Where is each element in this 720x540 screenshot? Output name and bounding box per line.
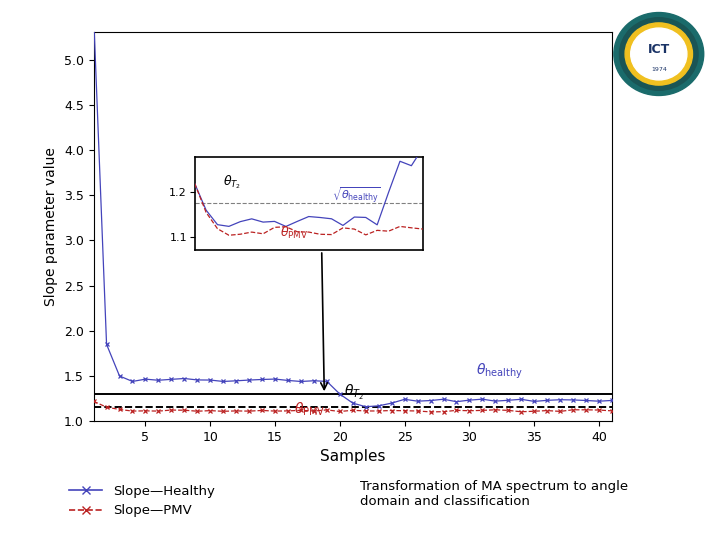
Circle shape [614,12,703,96]
Text: 1974: 1974 [651,67,667,72]
Legend: Slope—Healthy, Slope—PMV: Slope—Healthy, Slope—PMV [64,480,220,523]
Text: $\theta_{T_2}$: $\theta_{T_2}$ [343,383,364,402]
Circle shape [619,18,698,90]
Text: Transformation of MA spectrum to angle
domain and classification: Transformation of MA spectrum to angle d… [360,480,628,508]
Circle shape [625,23,693,85]
X-axis label: Samples: Samples [320,449,385,464]
Text: ICT: ICT [648,43,670,56]
Text: $\theta_{\mathrm{healthy}}$: $\theta_{\mathrm{healthy}}$ [476,361,523,381]
Circle shape [631,28,687,80]
Y-axis label: Slope parameter value: Slope parameter value [45,147,58,306]
Text: $\theta_{\mathrm{PMV}}$: $\theta_{\mathrm{PMV}}$ [294,401,325,418]
